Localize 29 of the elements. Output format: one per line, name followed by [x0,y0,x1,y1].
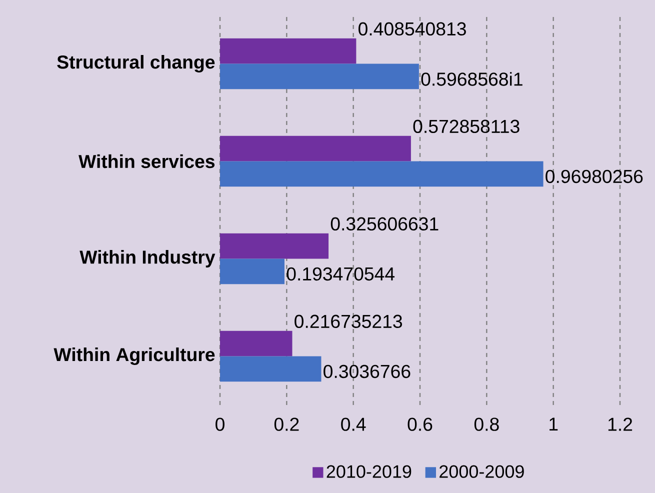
data-label: 0.3036766 [324,364,410,378]
data-label: 0.96980256 [546,170,643,184]
data-label: 0.572858113 [413,120,520,134]
x-tick-label: 0.2 [274,418,299,431]
bar [220,330,292,356]
y-tick-label: Within Agriculture [54,348,215,365]
data-label: 0.5968568i1 [421,72,522,86]
bar [220,64,419,90]
data-label: 0.193470544 [286,267,395,281]
data-label: 0.325606631 [330,217,438,231]
x-tick-label: 0.6 [408,418,432,431]
bar [220,38,356,64]
y-tick-label: Within services [78,154,215,168]
bar [220,258,284,284]
bar [220,356,322,382]
bar [220,136,411,162]
x-tick-label: 1.2 [608,418,632,431]
data-label: 0.216735213 [294,314,402,328]
legend-label: 2010-2019 [326,465,412,478]
bar [220,161,544,187]
x-tick-label: 0 [216,418,224,431]
legend-label: 2000-2009 [440,465,524,478]
y-tick-label: Structural change [57,55,215,72]
y-tick-label: Within Industry [80,250,216,268]
bar [220,233,329,259]
x-tick-label: 1 [550,418,558,431]
x-tick-label: 0.4 [341,418,366,431]
data-label: 0.408540813 [358,22,466,36]
x-tick-label: 0.8 [474,418,499,431]
